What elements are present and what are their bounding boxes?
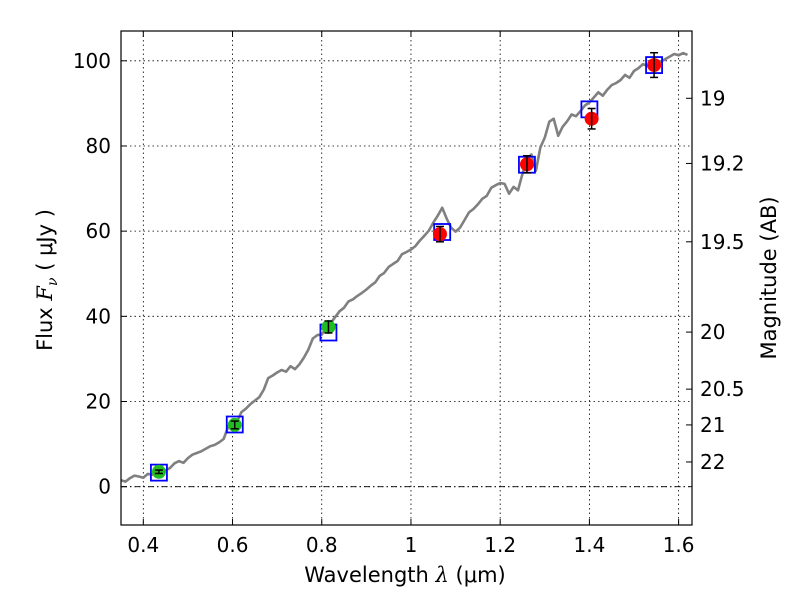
y-tick-label: 100 [73,49,111,73]
y2-tick-label: 20 [700,320,725,344]
y2-tick-label: 19.5 [700,230,745,254]
y-tick-label: 60 [86,219,111,243]
y2-tick-label: 22 [700,450,725,474]
x-tick-label: 0.8 [306,533,338,557]
x-axis-label: Wavelength λ (μm) [304,563,505,587]
x-tick-label: 1.4 [573,533,605,557]
y2-tick-label: 20.5 [700,377,745,401]
x-tick-label: 1.2 [484,533,516,557]
model-box [225,415,244,434]
y2-tick-label: 19.2 [700,151,745,175]
spectrum-layer [120,51,688,483]
x-tick-label: 1 [405,533,418,557]
x-tick-label: 0.4 [127,533,159,557]
x-tick-label: 0.6 [217,533,249,557]
x-tick-label: 1.6 [663,533,695,557]
model-box [150,463,168,482]
y-tick-label: 20 [86,390,111,414]
plot-frame [120,30,693,526]
y-tick-label: 40 [86,304,111,328]
y-tick-label: 0 [98,475,111,499]
y-axis-label: Flux Fν ( μJy ) [33,209,61,351]
photometry-points [151,51,662,479]
y2-tick-label: 19 [700,86,725,110]
y-tick-label: 80 [86,134,111,158]
spectrum-line [120,51,688,483]
y2-axis-label: Magnitude (AB) [757,196,781,359]
axis-ticks: 0.4 0.6 0.8 1 1.2 1.4 1.6 0 20 40 60 80 100 19 19.2 19.… [73,31,745,557]
y2-tick-label: 21 [700,413,725,437]
